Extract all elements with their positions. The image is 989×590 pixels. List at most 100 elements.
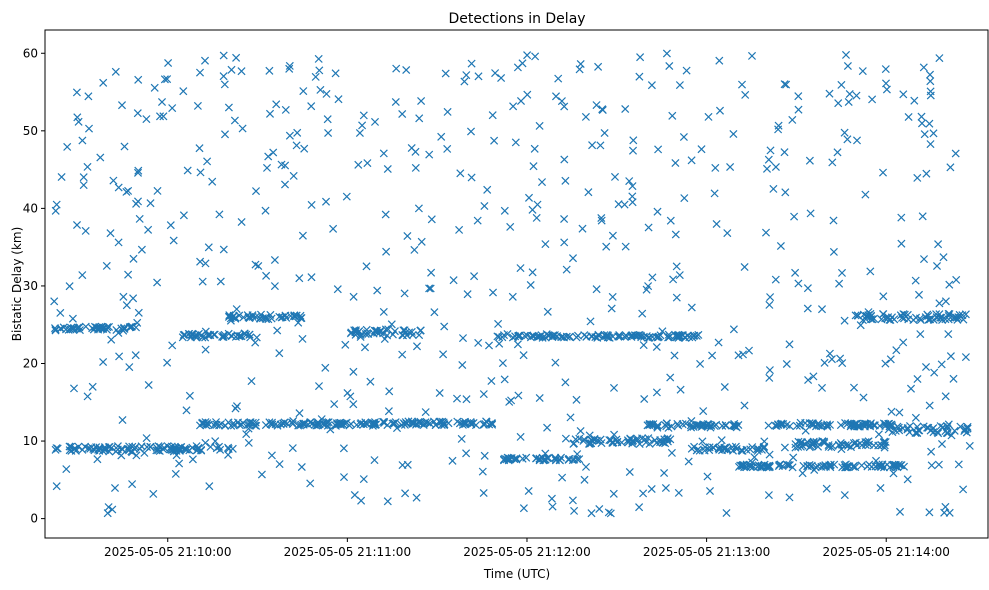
data-point — [407, 143, 416, 153]
x-tick-label: 2025-05-05 21:14:00 — [822, 545, 949, 559]
data-point — [708, 351, 717, 360]
data-point — [926, 426, 935, 435]
data-point — [503, 329, 512, 339]
data-point — [297, 462, 306, 472]
data-point — [272, 100, 281, 109]
data-point — [937, 360, 946, 369]
data-point — [533, 200, 542, 209]
data-point — [715, 56, 724, 65]
data-point — [230, 116, 239, 125]
data-point — [111, 447, 120, 456]
data-point — [200, 56, 210, 65]
data-point — [762, 164, 772, 173]
data-point — [282, 313, 291, 322]
data-point — [648, 273, 657, 282]
data-point — [665, 61, 674, 71]
data-point — [682, 66, 691, 75]
data-point — [866, 420, 875, 430]
data-point — [410, 419, 419, 428]
data-point — [461, 419, 470, 428]
data-point — [219, 333, 228, 342]
data-point — [877, 315, 886, 324]
data-point — [858, 316, 867, 325]
data-point — [965, 441, 974, 450]
data-point — [118, 415, 127, 425]
data-point — [355, 128, 364, 138]
data-point — [921, 362, 931, 372]
data-point — [669, 275, 678, 284]
data-point — [119, 324, 128, 333]
data-point — [195, 421, 205, 430]
data-point — [543, 307, 552, 316]
data-point — [453, 417, 462, 426]
data-point — [323, 421, 332, 430]
data-point — [317, 415, 326, 424]
data-point — [383, 497, 392, 506]
data-point — [535, 393, 544, 403]
data-point — [782, 80, 791, 89]
data-point — [922, 169, 931, 178]
data-point — [652, 388, 661, 397]
data-point — [796, 438, 805, 447]
data-point — [160, 75, 169, 84]
data-point — [186, 333, 195, 342]
data-point — [159, 445, 168, 454]
data-point — [379, 149, 388, 158]
data-point — [370, 456, 379, 465]
data-point — [692, 331, 701, 340]
data-point — [479, 390, 488, 399]
data-point — [775, 460, 784, 469]
data-point — [918, 212, 927, 221]
data-point — [362, 262, 371, 271]
data-point — [844, 440, 853, 449]
data-point — [588, 141, 597, 150]
data-point — [211, 437, 220, 446]
data-point — [431, 421, 440, 430]
data-point — [919, 63, 928, 72]
data-point — [671, 230, 680, 239]
data-point — [519, 351, 528, 360]
data-point — [810, 465, 819, 475]
data-point — [628, 436, 638, 445]
data-point — [903, 423, 912, 433]
data-point — [219, 51, 228, 60]
data-point — [638, 309, 647, 318]
data-point — [280, 180, 290, 189]
data-point — [662, 419, 671, 428]
data-point — [849, 461, 859, 470]
data-point — [864, 308, 873, 317]
data-point — [895, 507, 905, 516]
data-point — [220, 421, 229, 430]
data-point — [507, 396, 516, 405]
data-point — [93, 455, 102, 464]
data-point — [208, 177, 217, 186]
data-point — [672, 333, 681, 342]
data-point — [729, 421, 738, 430]
data-point — [888, 460, 897, 470]
data-point — [876, 483, 885, 493]
data-point — [794, 437, 803, 446]
data-point — [261, 206, 270, 215]
data-point — [397, 420, 406, 429]
data-point — [852, 419, 861, 428]
data-point — [528, 331, 537, 340]
data-point — [747, 51, 757, 60]
data-point — [780, 148, 789, 157]
data-point — [201, 327, 210, 336]
data-point — [660, 468, 669, 478]
data-point — [289, 416, 298, 426]
data-point — [645, 419, 654, 428]
data-point — [131, 351, 140, 360]
data-point — [261, 421, 270, 430]
data-point — [155, 112, 165, 121]
data-point — [840, 491, 849, 500]
data-point — [874, 441, 883, 450]
data-point — [866, 267, 875, 276]
data-point — [247, 377, 256, 386]
data-point — [266, 310, 275, 319]
data-point — [242, 430, 251, 439]
data-point — [514, 391, 523, 400]
data-point — [169, 236, 178, 245]
data-point — [941, 297, 950, 306]
data-point — [913, 422, 922, 431]
